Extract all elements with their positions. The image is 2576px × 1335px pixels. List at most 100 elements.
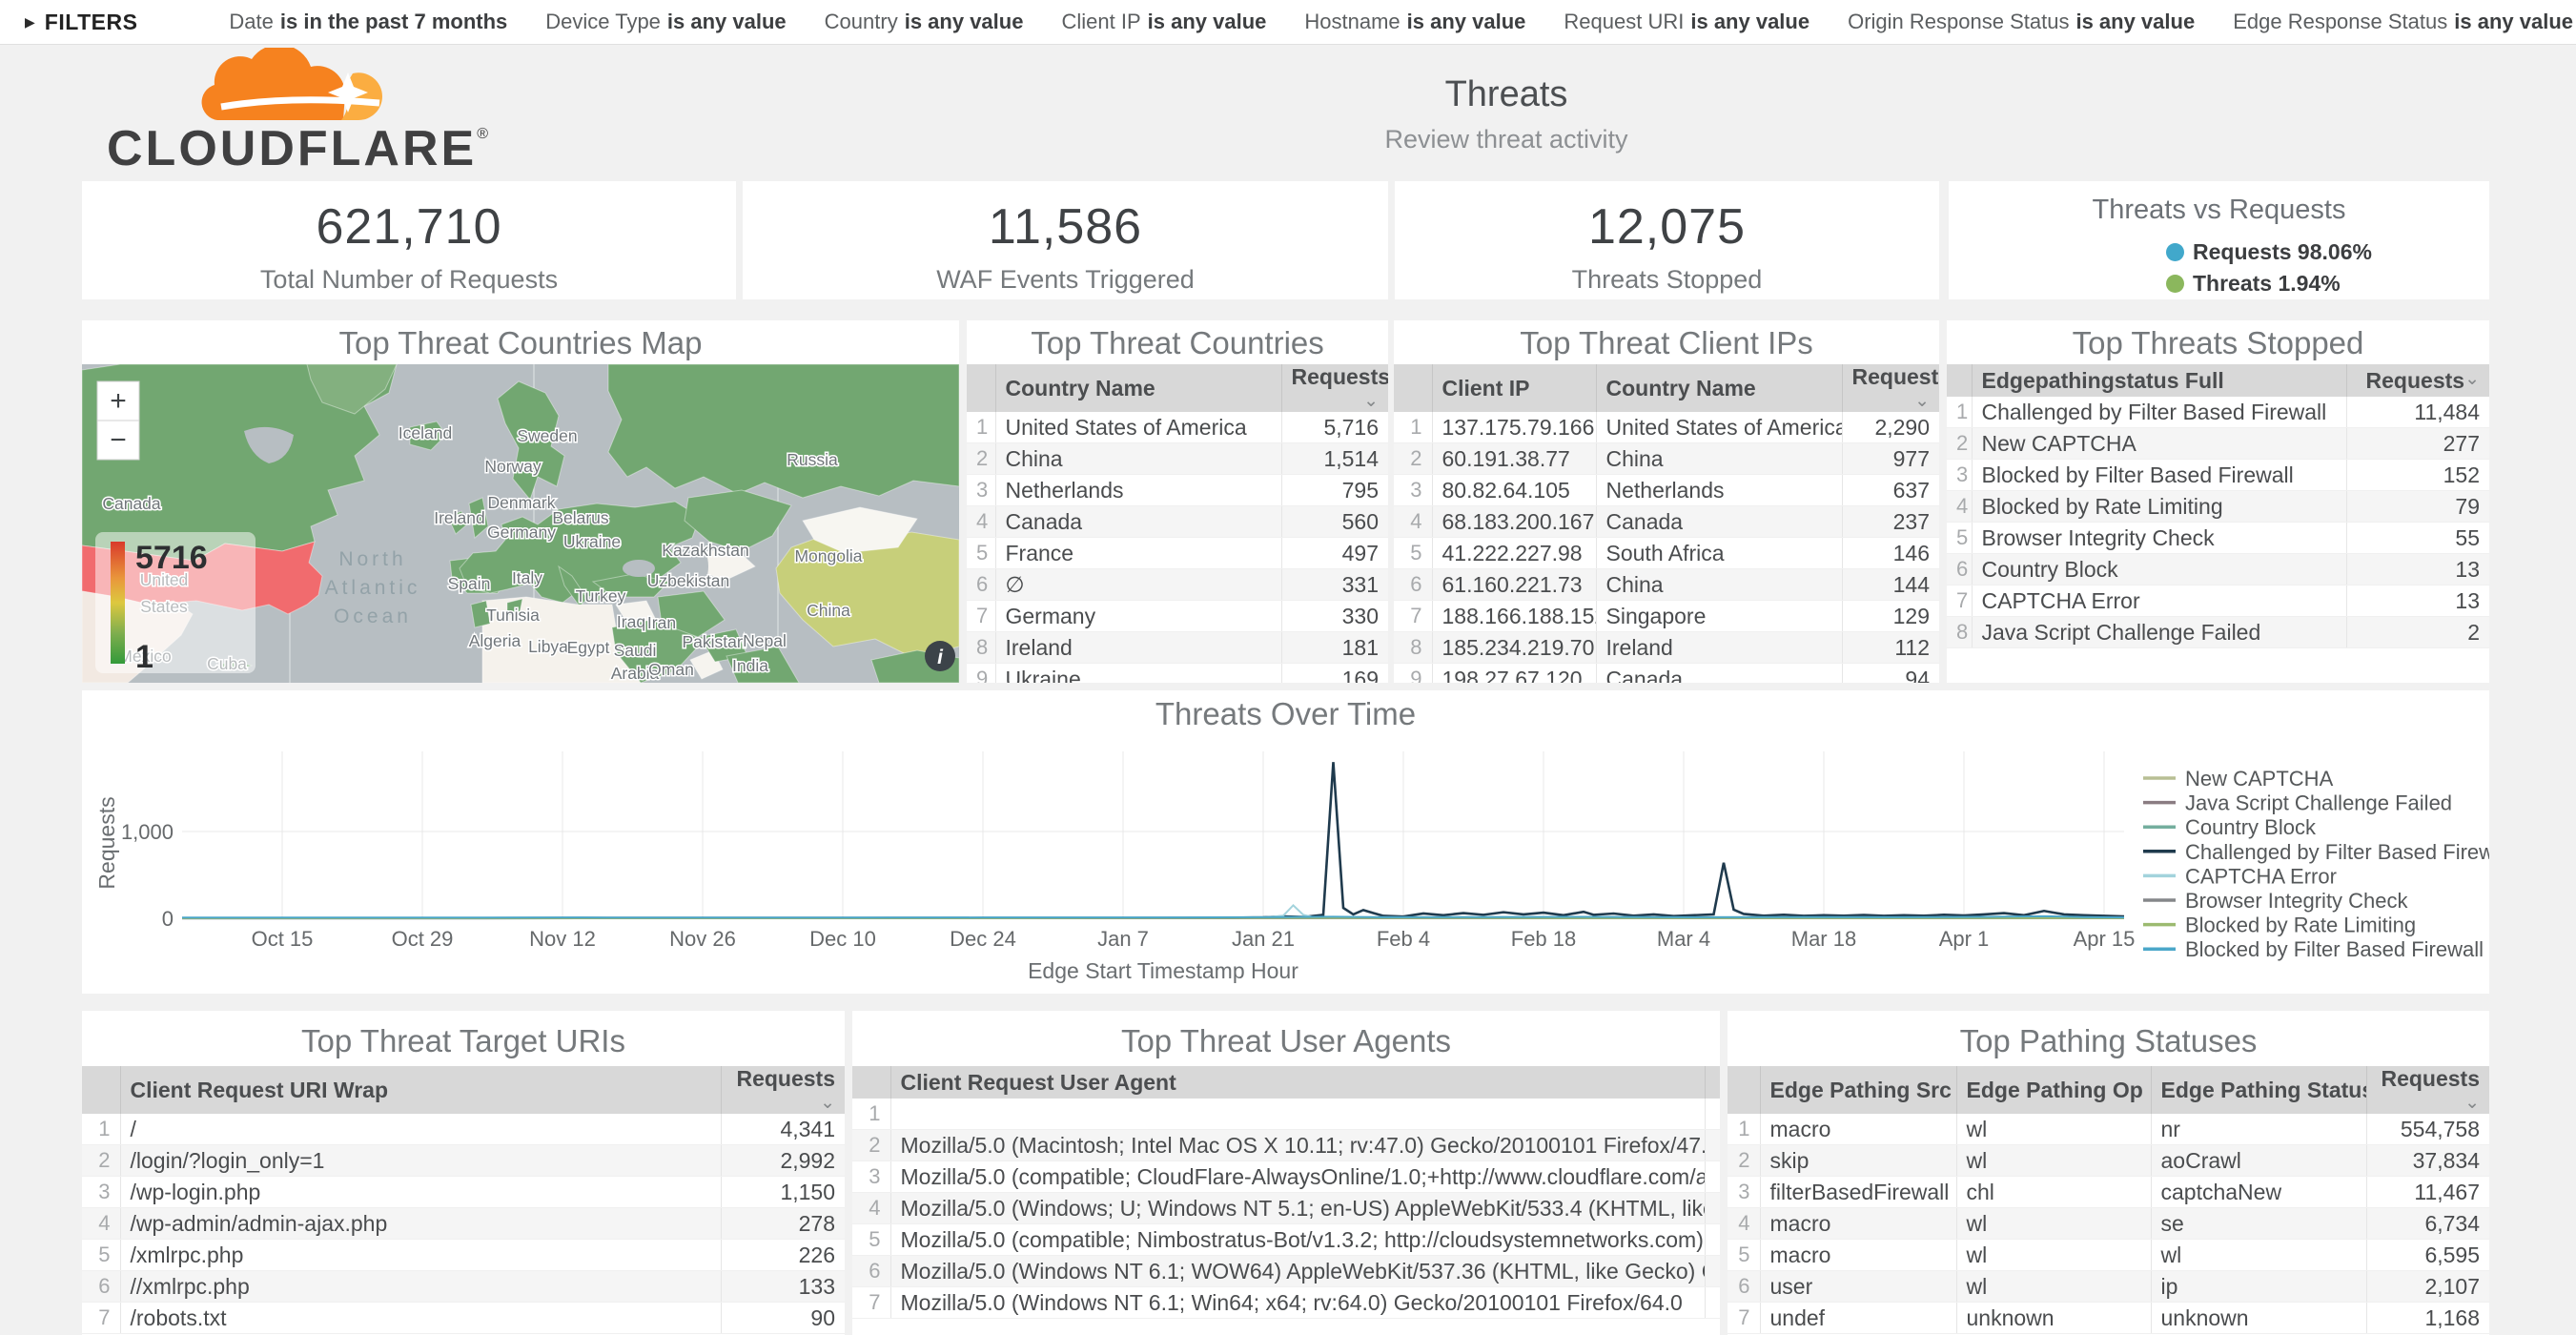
table-cell: 198.27.67.120 (1431, 663, 1596, 683)
table-cell: 560 (1280, 505, 1388, 538)
table-row: 6//xmlrpc.php 133 (82, 1270, 845, 1303)
table-row: 2 New CAPTCHA 277 (1947, 427, 2489, 460)
row-index: 1 (82, 1114, 120, 1145)
table-cell: South Africa (1595, 537, 1842, 569)
table-cell: 137.175.79.166 (1431, 412, 1596, 443)
filter-chip-edge-response-status[interactable]: Edge Response Status is any value (2233, 10, 2573, 34)
table-cell: /wp-login.php (119, 1176, 721, 1208)
chart-legend-label: New CAPTCHA (2185, 767, 2334, 791)
row-index: 2 (82, 1144, 120, 1177)
table-row: 5 Mozilla/5.0 (compatible; Nimbostratus-B… (852, 1223, 1720, 1256)
table-cell: China (1595, 568, 1842, 601)
legend-dot-icon (2166, 243, 2184, 261)
x-tick-label: Apr 15 (2074, 927, 2136, 951)
table-cell: Blocked by Filter Based Firewall (1971, 459, 2346, 491)
column-header[interactable]: Requests⌄ (2345, 364, 2489, 397)
info-icon: i (937, 647, 944, 668)
table-cell: 146 (1841, 537, 1939, 569)
threat-countries-map[interactable]: CanadaUnitedStatesMexicoCubaIcelandIrela… (82, 363, 959, 683)
column-header[interactable]: Requests⌄ (1841, 364, 1939, 412)
table-cell: Ukraine (994, 663, 1281, 683)
row-index: 6 (1728, 1270, 1760, 1303)
map-country-label: Denmark (488, 493, 556, 512)
x-axis-label: Edge Start Timestamp Hour (1028, 958, 1298, 983)
table-cell: 1,168 (2365, 1302, 2489, 1334)
threats-vs-requests-panel: Threats vs Requests Requests 98.06% Threa… (1949, 181, 2489, 299)
table-row: 8 185.234.219.70 Ireland 112 (1394, 631, 1939, 664)
table-cell (1704, 1223, 1720, 1256)
row-index: 4 (1947, 490, 1972, 523)
map-country-label: Sweden (517, 426, 577, 445)
row-index: 9 (967, 663, 995, 683)
map-zoom-in-button[interactable]: + (96, 380, 140, 421)
table-row: 6 61.160.221.73 China 144 (1394, 568, 1939, 601)
column-header[interactable]: Requests⌄ (720, 1066, 845, 1114)
table-row: 6 ∅ 331 (967, 568, 1388, 601)
panel-title: Threats vs Requests (2092, 195, 2346, 225)
row-index: 7 (967, 600, 995, 632)
panel-title: Top Threat Countries Map (338, 325, 703, 360)
table-cell: 152 (2345, 459, 2489, 491)
table-row: 1 United States of America 5,716 (967, 412, 1388, 443)
top-threat-client-ips-panel: Top Threat Client IPs Client IP Country Na… (1394, 320, 1939, 683)
filter-field: Country (824, 10, 898, 33)
table-row: 4 macro wl se 6,734 (1728, 1207, 2489, 1240)
row-index: 9 (1394, 663, 1432, 683)
table-cell: Ireland (994, 631, 1281, 664)
table-cell: 37,834 (2365, 1144, 2489, 1177)
table-cell: Mozilla/5.0 (Macintosh; Intel Mac OS X 1… (889, 1129, 1705, 1161)
table-row: 8 Java Script Challenge Failed 2 (1947, 616, 2489, 648)
filters-expand-icon[interactable]: ▶ (25, 13, 35, 30)
table-cell (889, 1099, 1705, 1130)
row-index: 1 (1728, 1114, 1760, 1145)
page-header: Threats Review threat activity (1268, 74, 1745, 154)
column-header: Country Name (1595, 364, 1842, 412)
stat-waf-events: 11,586 WAF Events Triggered (743, 181, 1388, 299)
map-country-label: Tunisia (486, 606, 540, 625)
table-cell: 237 (1841, 505, 1939, 538)
table-cell: Germany (994, 600, 1281, 632)
table-row: 2 China 1,514 (967, 442, 1388, 475)
filter-chip-origin-response-status[interactable]: Origin Response Status is any value (1848, 10, 2195, 34)
row-index: 3 (1947, 459, 1972, 491)
filter-chip-hostname[interactable]: Hostname is any value (1304, 10, 1525, 34)
filter-chip-request-uri[interactable]: Request URI is any value (1564, 10, 1809, 34)
legend-label: Threats 1.94% (2193, 271, 2341, 296)
table-cell: Mozilla/5.0 (compatible; Nimbostratus-Bo… (889, 1223, 1705, 1256)
table-cell: Blocked by Rate Limiting (1971, 490, 2346, 523)
row-index: 2 (1947, 427, 1972, 460)
filter-bar: ▶ FILTERS Date is in the past 7 months Dev… (0, 0, 2576, 45)
table-cell: Singapore (1595, 600, 1842, 632)
map-zoom-out-button[interactable]: − (96, 420, 140, 461)
threats-over-time-chart: Oct 15 Oct 29 Nov 12 Nov 26 Dec 10 Dec 24 Jan … (94, 751, 2489, 983)
table-row: 7 CAPTCHA Error 13 (1947, 585, 2489, 617)
column-header[interactable]: Requests⌄ (1280, 364, 1388, 412)
plus-icon: + (110, 385, 127, 417)
index-header (1947, 364, 1972, 397)
filter-chip-client-ip[interactable]: Client IP is any value (1061, 10, 1266, 34)
table-row: 3 Mozilla/5.0 (compatible; CloudFlare-Alw… (852, 1160, 1720, 1193)
filter-field: Request URI (1564, 10, 1685, 33)
table-cell: /wp-admin/admin-ajax.php (119, 1207, 721, 1240)
table-cell: 2,107 (2365, 1270, 2489, 1303)
filter-chip-date[interactable]: Date is in the past 7 months (229, 10, 507, 34)
table-cell: Mozilla/5.0 (Windows; U; Windows NT 5.1;… (889, 1192, 1705, 1224)
map-country-label: Arabia (611, 664, 660, 683)
map-info-button[interactable]: i (925, 641, 955, 671)
map-country-label: Turkey (576, 586, 626, 606)
column-header[interactable]: Requests⌄ (2365, 1066, 2489, 1114)
map-ocean-label: Atlantic (325, 577, 421, 599)
filter-condition: is any value (1147, 10, 1267, 33)
filter-chip-country[interactable]: Country is any value (825, 10, 1024, 34)
table-row: 7 undef unknown unknown 1,168 (1728, 1302, 2489, 1334)
table-cell: 60.191.38.77 (1431, 442, 1596, 475)
row-index: 3 (1728, 1176, 1760, 1208)
x-tick-label: Oct 15 (252, 927, 314, 951)
filters-label[interactable]: FILTERS (44, 9, 138, 34)
filter-chip-device-type[interactable]: Device Type is any value (545, 10, 786, 34)
table-cell: Ireland (1595, 631, 1842, 664)
table-cell: 94 (1841, 663, 1939, 683)
data-table: Client Request URI Wrap Requests ⌄ 1/4,341 2… (82, 1066, 845, 1334)
table-cell (1704, 1192, 1720, 1224)
